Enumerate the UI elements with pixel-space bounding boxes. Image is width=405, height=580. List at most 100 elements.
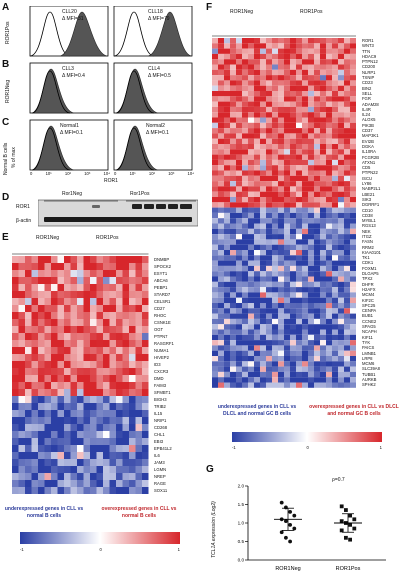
heatmap-cell: [109, 389, 116, 396]
heatmap-cell: [332, 334, 338, 341]
heatmap-cell: [278, 138, 284, 144]
heatmap-cell: [70, 452, 77, 459]
heatmap-cell: [302, 197, 308, 203]
heatmap-cell: [278, 96, 284, 102]
heatmap-cell: [266, 271, 272, 277]
heatmap-cell: [224, 239, 230, 245]
heatmap-cell: [314, 361, 320, 367]
heatmap-cell: [83, 487, 90, 494]
heatmap-cell: [77, 459, 84, 466]
hist-a-right-mfi: Δ MFI=79: [148, 16, 170, 22]
heatmap-cell: [96, 410, 103, 417]
heatmap-cell: [83, 396, 90, 403]
heatmap-cell: [103, 445, 110, 452]
heatmap-cell: [248, 350, 254, 356]
heatmap-cell: [290, 281, 296, 288]
heatmap-cell: [64, 319, 71, 326]
heatmap-cell: [332, 303, 338, 309]
heatmap-cell: [350, 165, 356, 171]
heatmap-cell: [230, 175, 236, 182]
heatmap-cell: [248, 69, 254, 76]
heatmap-cell: [254, 106, 260, 113]
heatmap-cell: [212, 265, 218, 272]
heatmap-cell: [212, 133, 218, 139]
heatmap-cell: [224, 361, 230, 367]
panel-label-c: C: [2, 117, 10, 128]
heatmap-cell: [254, 38, 260, 44]
heatmap-cell: [332, 239, 338, 245]
data-point: [344, 508, 348, 512]
heatmap-cell: [236, 329, 242, 335]
heatmap-cell: [90, 452, 97, 459]
heatmap-cell: [25, 487, 32, 494]
heatmap-cell: [260, 197, 266, 203]
heatmap-cell: [260, 255, 266, 261]
heatmap-cell: [284, 144, 290, 150]
heatmap-cell: [38, 319, 45, 326]
heatmap-cell: [338, 207, 344, 213]
heatmap-cell: [284, 128, 290, 134]
heatmap-cell: [266, 371, 272, 378]
data-point: [352, 526, 357, 531]
heatmap-cell: [338, 159, 344, 166]
heatmap-cell: [320, 318, 326, 325]
heatmap-cell: [135, 382, 142, 389]
heatmap-cell: [314, 48, 320, 54]
heatmap-cell: [338, 197, 344, 203]
heatmap-cell: [326, 117, 332, 123]
heatmap-cell: [64, 466, 71, 473]
heatmap-cell: [135, 312, 142, 319]
heatmap-cell: [83, 333, 90, 340]
heatmap-cell: [96, 354, 103, 361]
heatmap-cell: [284, 181, 290, 187]
heatmap-cell: [83, 466, 90, 473]
gene-label: BIGH3: [154, 397, 167, 402]
heatmap-cell: [44, 347, 51, 354]
heatmap-cell: [296, 218, 302, 224]
heatmap-cell: [296, 38, 302, 44]
heatmap-cell: [25, 473, 32, 480]
heatmap-cell: [218, 334, 224, 341]
heatmap-cell: [31, 452, 38, 459]
heatmap-cell: [254, 48, 260, 54]
heatmap-cell: [350, 371, 356, 378]
heatmap-cell: [278, 48, 284, 54]
heatmap-cell: [224, 149, 230, 155]
heatmap-cell: [314, 382, 320, 388]
heatmap-cell: [344, 191, 350, 197]
heatmap-cell: [51, 431, 58, 438]
heatmap-cell: [44, 375, 51, 382]
heatmap-cell: [284, 382, 290, 388]
heatmap-cell: [314, 334, 320, 341]
heatmap-cell: [254, 53, 260, 60]
heatmap-cell: [308, 117, 314, 123]
heatmap-cell: [302, 276, 308, 282]
heatmap-cell: [344, 260, 350, 266]
heatmap-cell: [212, 223, 218, 229]
heatmap-cell: [272, 276, 278, 282]
heatmap-cell: [64, 389, 71, 396]
heatmap-cell: [254, 329, 260, 335]
heatmap-cell: [248, 313, 254, 319]
heatmap-cell: [224, 202, 230, 208]
heatmap-cell: [248, 175, 254, 182]
heatmap-cell: [109, 445, 116, 452]
heatmap-cell: [25, 354, 32, 361]
heatmap-cell: [314, 350, 320, 356]
heatmap-cell: [224, 382, 230, 388]
heatmap-cell: [278, 244, 284, 250]
heatmap-cell: [25, 347, 32, 354]
heatmap-cell: [284, 271, 290, 277]
heatmap-cell: [320, 165, 326, 171]
heatmap-cell: [218, 324, 224, 330]
heatmap-cell: [224, 265, 230, 272]
heatmap-cell: [320, 96, 326, 102]
heatmap-cell: [308, 69, 314, 76]
heatmap-cell: [284, 228, 290, 235]
heatmap-cell: [344, 308, 350, 314]
heatmap-cell: [248, 144, 254, 150]
heatmap-cell: [12, 312, 19, 319]
heatmap-cell: [212, 377, 218, 383]
heatmap-cell: [18, 284, 25, 291]
heatmap-cell: [31, 396, 38, 403]
